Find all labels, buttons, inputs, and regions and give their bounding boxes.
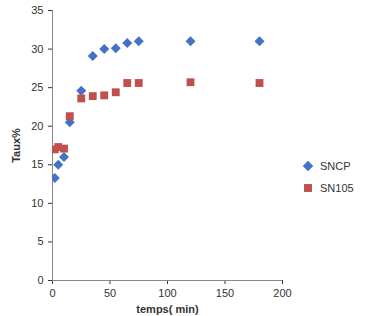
svg-text:Taux%: Taux%	[10, 128, 22, 163]
svg-text:100: 100	[158, 287, 176, 299]
svg-text:20: 20	[31, 120, 43, 132]
html-text:SNCP: SNCP	[320, 160, 351, 172]
svg-text:200: 200	[273, 287, 291, 299]
svg-text:temps( min): temps( min)	[136, 303, 199, 315]
svg-text:0: 0	[49, 287, 55, 299]
html-text:SN105: SN105	[320, 182, 354, 194]
svg-text:150: 150	[216, 287, 234, 299]
svg-text:10: 10	[31, 197, 43, 209]
svg-text:50: 50	[104, 287, 116, 299]
svg-text:15: 15	[31, 158, 43, 170]
svg-text:35: 35	[31, 4, 43, 16]
svg-text:5: 5	[37, 235, 43, 247]
svg-text:0: 0	[37, 274, 43, 286]
svg-text:30: 30	[31, 43, 43, 55]
svg-text:25: 25	[31, 81, 43, 93]
